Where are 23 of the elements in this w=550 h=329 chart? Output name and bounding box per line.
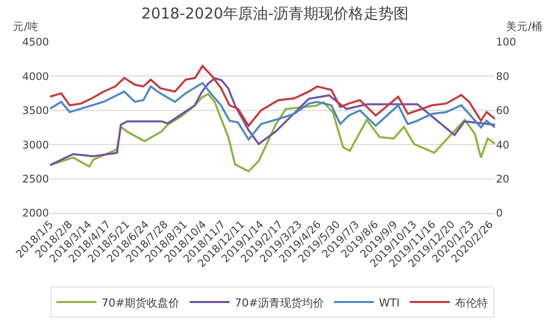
- legend-label: 70#期货收盘价: [102, 296, 180, 310]
- y2-tick-label: 20: [496, 173, 510, 186]
- y-tick-label: 3000: [22, 139, 49, 152]
- chart-title: 2018-2020年原油-沥青期现价格走势图: [141, 4, 409, 23]
- line-series: [50, 64, 495, 127]
- y2-tick-label: 60: [496, 105, 510, 118]
- line-series: [50, 82, 495, 140]
- y-tick-label: 2500: [22, 173, 49, 186]
- y2-tick-label: 100: [496, 36, 516, 49]
- y-tick-label: 4500: [22, 36, 49, 49]
- line-series: [50, 77, 495, 166]
- y-tick-label: 2000: [22, 208, 49, 220]
- y2-tick-label: 0: [496, 208, 503, 220]
- y2-tick-label: 40: [496, 139, 510, 152]
- y2-axis-title: 美元/桶: [506, 20, 543, 33]
- y-axis-title: 元/吨: [13, 20, 39, 33]
- y-tick-label: 4000: [22, 70, 49, 83]
- legend-label: 70#沥青现货均价: [234, 296, 324, 310]
- legend-label: WTI: [378, 296, 400, 310]
- legend-label: 布伦特: [454, 296, 488, 310]
- line-series: [50, 92, 495, 172]
- y-tick-label: 3500: [22, 105, 49, 118]
- y2-tick-label: 80: [496, 70, 510, 83]
